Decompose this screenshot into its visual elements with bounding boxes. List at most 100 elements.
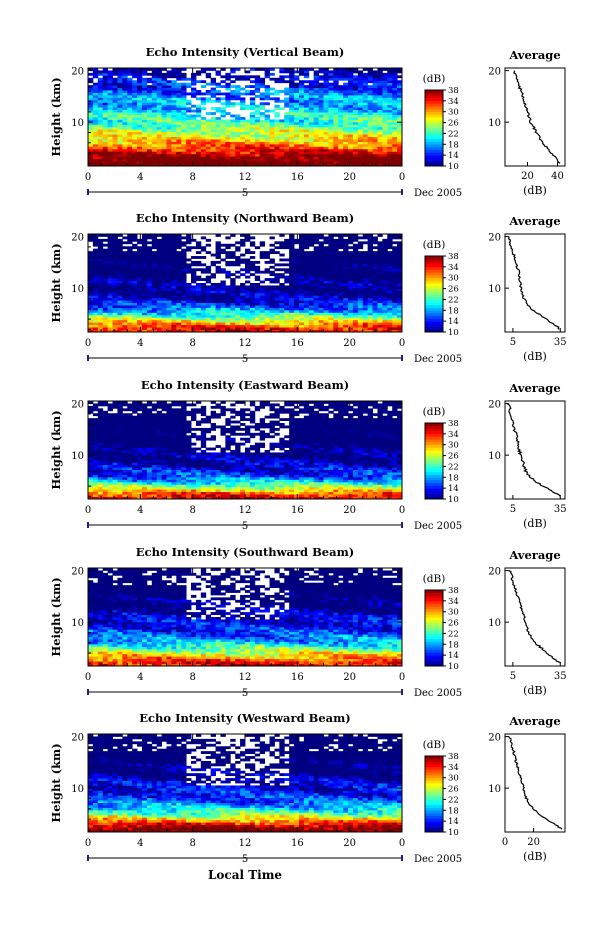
heatmap-cell (230, 95, 235, 98)
heatmap-cell (186, 290, 191, 293)
heatmap-cell (319, 256, 324, 259)
heatmap-cell (103, 327, 108, 330)
heatmap-cell (230, 494, 235, 497)
heatmap-cell (201, 249, 206, 252)
heatmap-cell (299, 261, 304, 264)
heatmap-cell (117, 107, 122, 110)
heatmap-cell (319, 122, 324, 125)
heatmap-cell (113, 261, 118, 264)
heatmap-cell (122, 317, 127, 320)
heatmap-cell (176, 85, 181, 88)
heatmap-cell (348, 236, 353, 239)
heatmap-cell (230, 298, 235, 301)
heatmap-cell (201, 295, 206, 298)
heatmap-cell (206, 320, 211, 323)
heatmap-cell (132, 239, 137, 242)
heatmap-cell (373, 310, 378, 313)
heatmap-cell (152, 261, 157, 264)
heatmap-cell (201, 70, 206, 73)
heatmap-cell (348, 259, 353, 262)
heatmap-cell (108, 249, 113, 252)
heatmap-cell (186, 303, 191, 306)
heatmap-cell (392, 276, 397, 279)
heatmap-cell (196, 156, 201, 159)
heatmap-cell (216, 492, 221, 495)
heatmap-cell (220, 259, 225, 262)
heatmap-cell (314, 112, 319, 115)
heatmap-cell (220, 281, 225, 284)
heatmap-cell (122, 251, 127, 254)
heatmap-cell (324, 159, 329, 162)
heatmap-cell (113, 281, 118, 284)
heatmap-cell (373, 149, 378, 152)
heatmap-cell (304, 320, 309, 323)
heatmap-cell (358, 83, 363, 86)
heatmap-cell (358, 308, 363, 311)
heatmap-cell (377, 249, 382, 252)
heatmap-cell (304, 151, 309, 154)
heatmap-cell (289, 256, 294, 259)
heatmap-cell (176, 244, 181, 247)
heatmap-cell (314, 144, 319, 147)
heatmap-cell (147, 119, 152, 122)
heatmap-cell (328, 97, 333, 100)
heatmap-cell (132, 124, 137, 127)
heatmap-cell (245, 312, 250, 315)
heatmap-cell (211, 132, 216, 135)
heatmap-cell (108, 322, 113, 325)
heatmap-cell (274, 241, 279, 244)
heatmap-cell (132, 117, 137, 120)
heatmap-cell (103, 276, 108, 279)
heatmap-cell (181, 156, 186, 159)
heatmap-cell (373, 151, 378, 154)
heatmap-cell (157, 320, 162, 323)
heatmap-cell (392, 305, 397, 308)
heatmap-cell (230, 102, 235, 105)
heatmap-cell (108, 268, 113, 271)
heatmap-cell (127, 124, 132, 127)
heatmap-cell (250, 305, 255, 308)
heatmap-cell (289, 315, 294, 318)
heatmap-cell (88, 251, 93, 254)
heatmap-cell (245, 303, 250, 306)
heatmap-cell (343, 285, 348, 288)
heatmap-cell (225, 159, 230, 162)
heatmap-cell (387, 137, 392, 140)
heatmap-cell (122, 263, 127, 266)
heatmap-cell (304, 315, 309, 318)
heatmap-cell (324, 100, 329, 103)
heatmap-cell (309, 263, 314, 266)
heatmap-cell (255, 494, 260, 497)
heatmap-cell (181, 107, 186, 110)
heatmap-cell (358, 285, 363, 288)
heatmap-cell (270, 251, 275, 254)
heatmap-cell (216, 308, 221, 311)
heatmap-cell (162, 105, 167, 108)
heatmap-cell (88, 105, 93, 108)
heatmap-cell (113, 244, 118, 247)
heatmap-cell (328, 285, 333, 288)
heatmap-cell (181, 122, 186, 125)
heatmap-cell (392, 494, 397, 497)
heatmap-cell (117, 315, 122, 318)
heatmap-cell (377, 320, 382, 323)
heatmap-cell (343, 322, 348, 325)
heatmap-cell (245, 268, 250, 271)
heatmap-cell (294, 268, 299, 271)
heatmap-cell (314, 93, 319, 96)
heatmap-cell (98, 290, 103, 293)
heatmap-cell (108, 236, 113, 239)
heatmap-cell (289, 80, 294, 83)
heatmap-cell (240, 134, 245, 137)
heatmap-cell (373, 315, 378, 318)
heatmap-cell (152, 276, 157, 279)
heatmap-cell (353, 112, 358, 115)
heatmap-cell (368, 268, 373, 271)
heatmap-cell (122, 310, 127, 313)
heatmap-cell (181, 144, 186, 147)
heatmap-cell (319, 281, 324, 284)
heatmap-cell (137, 156, 142, 159)
heatmap-cell (132, 83, 137, 86)
heatmap-cell (108, 105, 113, 108)
heatmap-cell (353, 325, 358, 328)
